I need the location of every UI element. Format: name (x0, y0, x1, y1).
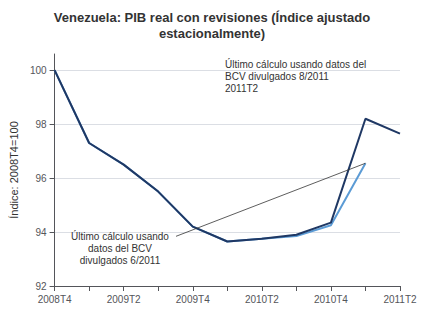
svg-text:2008T4: 2008T4 (38, 294, 72, 305)
svg-text:96: 96 (35, 173, 47, 184)
svg-text:estacionalmente): estacionalmente) (159, 26, 265, 41)
svg-text:Venezuela: PIB real con revisi: Venezuela: PIB real con revisiones (Índi… (54, 10, 371, 25)
svg-text:2010T4: 2010T4 (314, 294, 348, 305)
svg-text:BCV divulgados 8/2011: BCV divulgados 8/2011 (225, 71, 329, 82)
svg-text:2010T2: 2010T2 (245, 294, 279, 305)
svg-text:2011T2: 2011T2 (383, 294, 417, 305)
svg-text:Último cálculo usando datos de: Último cálculo usando datos del (225, 58, 366, 70)
svg-text:2011T2: 2011T2 (225, 83, 259, 94)
svg-text:2009T2: 2009T2 (107, 294, 141, 305)
svg-text:94: 94 (35, 227, 47, 238)
svg-text:datos del BCV: datos del BCV (88, 243, 152, 254)
svg-text:100: 100 (30, 65, 47, 76)
svg-text:98: 98 (35, 119, 47, 130)
svg-text:92: 92 (35, 281, 47, 292)
svg-text:Índice: 2008T4=100: Índice: 2008T4=100 (8, 121, 20, 219)
svg-text:divulgados 6/2011: divulgados 6/2011 (80, 255, 161, 266)
svg-text:Último cálculo usando: Último cálculo usando (71, 230, 169, 242)
svg-text:2009T4: 2009T4 (176, 294, 210, 305)
